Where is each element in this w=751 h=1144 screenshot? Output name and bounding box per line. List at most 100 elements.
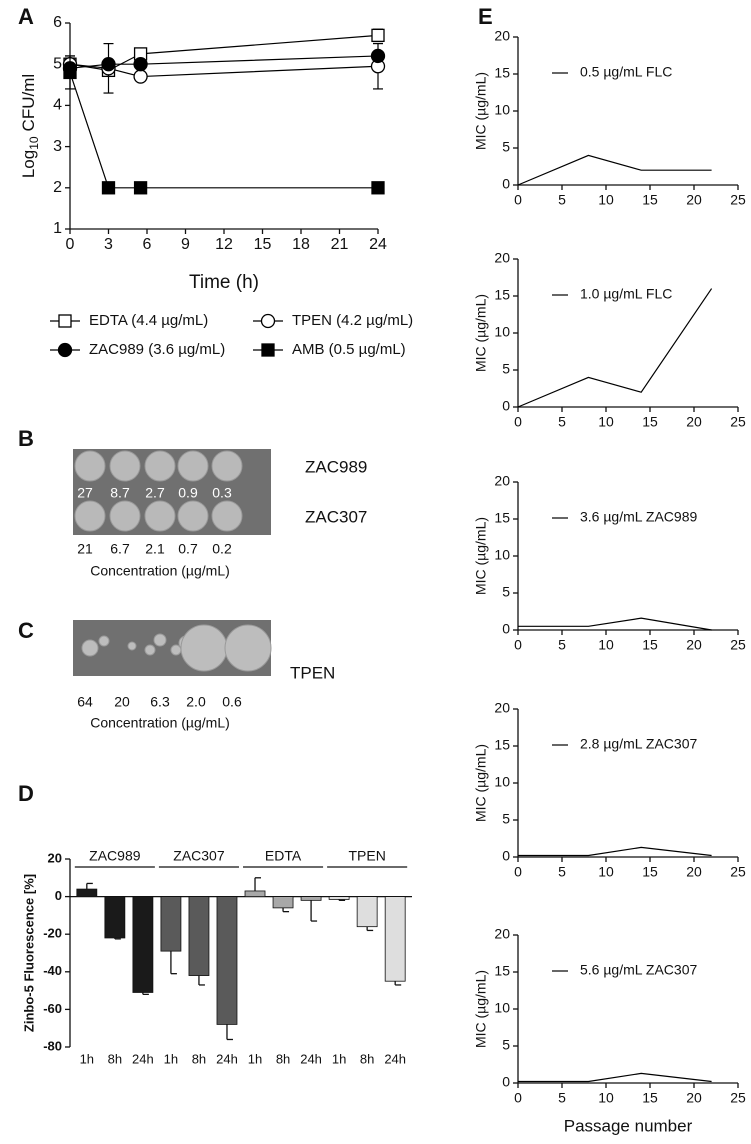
- x-tick-label: 15: [642, 864, 658, 880]
- bar: [356, 896, 378, 928]
- y-axis-label-part: CFU/ml: [19, 74, 38, 132]
- colony: [224, 624, 272, 672]
- x-tick-label: 10: [598, 414, 614, 430]
- x-tick-label: 1h: [164, 1051, 178, 1066]
- x-tick-label: 20: [686, 192, 702, 208]
- concentration-label: 0.3: [212, 485, 232, 501]
- colony: [144, 500, 176, 532]
- legend-marker: [57, 342, 73, 358]
- x-tick-label: 20: [686, 864, 702, 880]
- bar: [216, 896, 238, 1025]
- concentration-label: 64: [77, 694, 93, 710]
- colony: [74, 500, 106, 532]
- concentration-label: 6.3: [150, 694, 170, 710]
- group-label: ZAC989: [89, 848, 141, 864]
- y-axis-label-part: Log: [19, 150, 38, 178]
- marker: [133, 69, 148, 84]
- colony: [81, 639, 99, 657]
- x-axis-label: Passage number: [564, 1116, 693, 1135]
- legend-label: AMB (0.5 µg/mL): [292, 341, 406, 358]
- concentration-label: 2.7: [145, 485, 165, 501]
- x-tick-label: 10: [598, 637, 614, 653]
- x-tick-label: 3: [104, 236, 113, 253]
- colony: [177, 500, 209, 532]
- x-tick-label: 20: [686, 637, 702, 653]
- bar: [244, 890, 266, 898]
- y-tick-label: 20: [494, 926, 510, 942]
- panel-letter: A: [18, 4, 34, 29]
- legend-marker: [260, 313, 276, 329]
- x-tick-label: 0: [66, 236, 75, 253]
- colony: [211, 450, 243, 482]
- x-tick-label: 5: [558, 1090, 566, 1106]
- series-line: [518, 846, 712, 857]
- x-tick-label: 10: [598, 864, 614, 880]
- y-tick-label: -80: [43, 1038, 62, 1053]
- colony: [177, 450, 209, 482]
- x-tick-label: 15: [642, 192, 658, 208]
- y-tick-label: 5: [53, 55, 62, 72]
- x-tick-label: 8h: [276, 1051, 290, 1066]
- bar: [328, 896, 350, 900]
- y-tick-label: 5: [502, 1037, 510, 1053]
- y-tick-label: 20: [494, 473, 510, 489]
- x-tick-label: 15: [254, 236, 272, 253]
- x-axis-label: Time (h): [189, 272, 259, 293]
- x-tick-label: 25: [730, 192, 746, 208]
- colony: [144, 450, 176, 482]
- concentration-label: 27: [77, 485, 93, 501]
- y-tick-label: 5: [502, 584, 510, 600]
- y-tick-label: 5: [502, 811, 510, 827]
- x-tick-label: 15: [642, 637, 658, 653]
- colony: [144, 644, 156, 656]
- y-tick-label: 0: [502, 848, 510, 864]
- error-bar: [394, 981, 402, 986]
- y-axis-label: MIC (µg/mL): [473, 744, 489, 822]
- y-tick-label: 20: [494, 700, 510, 716]
- group-label: TPEN: [348, 848, 385, 864]
- y-tick-label: 3: [53, 138, 62, 155]
- x-tick-label: 25: [730, 414, 746, 430]
- concentration-label: 21: [77, 541, 93, 557]
- x-tick-label: 0: [514, 192, 522, 208]
- bar: [104, 896, 126, 939]
- y-axis-label: Zinbo-5 Fluorescence [%]: [21, 874, 36, 1032]
- x-tick-label: 5: [558, 414, 566, 430]
- concentration-label: 6.7: [110, 541, 130, 557]
- x-tick-label: 25: [730, 637, 746, 653]
- y-tick-label: 1: [53, 220, 62, 237]
- y-tick-label: 0: [502, 398, 510, 414]
- panel-letter: B: [18, 426, 34, 451]
- legend-label: 5.6 µg/mL ZAC307: [580, 962, 697, 978]
- concentration-label: 0.2: [212, 541, 232, 557]
- x-tick-label: 24h: [132, 1051, 154, 1066]
- x-tick-label: 6: [143, 236, 152, 253]
- y-axis-label: MIC (µg/mL): [473, 72, 489, 150]
- y-tick-label: 5: [502, 139, 510, 155]
- y-tick-label: -20: [43, 926, 62, 941]
- concentration-label: 0.7: [178, 541, 198, 557]
- x-tick-label: 8h: [108, 1051, 122, 1066]
- x-tick-label: 25: [730, 1090, 746, 1106]
- concentration-label: 20: [114, 694, 130, 710]
- y-tick-label: 10: [494, 324, 510, 340]
- y-tick-label: 0: [502, 176, 510, 192]
- y-tick-label: 15: [494, 510, 510, 526]
- bar: [132, 896, 154, 993]
- panel-letter: D: [18, 781, 34, 806]
- legend-label: 0.5 µg/mL FLC: [580, 64, 672, 80]
- y-tick-label: 20: [48, 850, 62, 865]
- colony: [153, 633, 167, 647]
- x-tick-label: 0: [514, 637, 522, 653]
- x-tick-label: 15: [642, 414, 658, 430]
- y-tick-label: 10: [494, 547, 510, 563]
- colony: [109, 450, 141, 482]
- legend-label: TPEN (4.2 µg/mL): [292, 312, 413, 329]
- x-axis-label: Concentration (µg/mL): [90, 715, 230, 731]
- series-line: [69, 72, 378, 189]
- x-tick-label: 21: [331, 236, 349, 253]
- group-label: EDTA: [265, 848, 302, 864]
- legend-label: EDTA (4.4 µg/mL): [89, 312, 208, 329]
